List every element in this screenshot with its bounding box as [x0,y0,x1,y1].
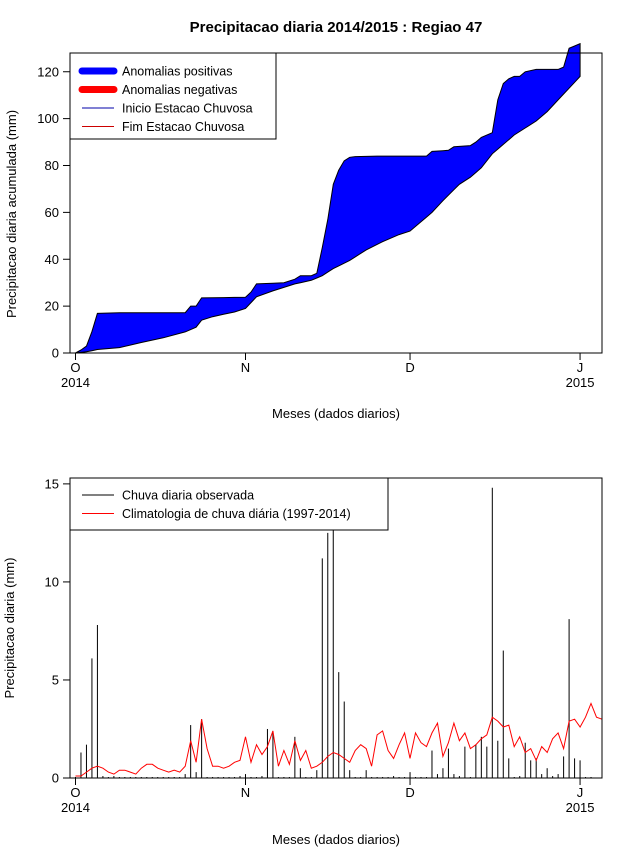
daily-x-axis-label: Meses (dados diarios) [272,832,400,847]
cumulative-legend: Anomalias positivas Anomalias negativas In… [69,52,277,140]
positive-anomaly-area [75,42,581,354]
x-tick-label: O [70,360,80,375]
x-tick-label: N [241,785,250,800]
cumulative-legend-box [69,52,277,140]
x-tick-year: 2015 [566,800,595,815]
climatology-line [75,702,603,777]
daily-y-axis-label: Precipitacao diaria (mm) [2,558,17,699]
chart-title: Precipitacao diaria 2014/2015 : Regiao 4… [190,19,483,36]
cumulative-plot-border [69,52,603,354]
daily-plot-area [74,487,603,778]
legend-label: Inicio Estacao Chuvosa [122,102,253,116]
y-tick-label: 0 [52,346,59,361]
x-tick-label: J [577,360,584,375]
y-tick-label: 15 [45,476,59,491]
y-tick-label: 60 [45,205,59,220]
legend-label: Anomalias negativas [122,83,237,97]
x-tick-label: J [577,785,584,800]
y-tick-label: 40 [45,252,59,267]
legend-label: Anomalias positivas [122,65,232,79]
legend-label: Climatologia de chuva diária (1997-2014) [122,507,351,521]
legend-label: Chuva diaria observada [122,489,254,503]
daily-legend: Chuva diaria observada Climatologia de ch… [69,477,389,531]
x-tick-year: 2014 [61,375,90,390]
x-tick-year: 2014 [61,800,90,815]
x-tick-label: D [405,785,414,800]
daily-y-axis: 0 5 10 15 [45,476,70,786]
x-tick-label: D [405,360,414,375]
y-tick-label: 20 [45,299,59,314]
cumulative-x-axis-label: Meses (dados diarios) [272,406,400,421]
y-tick-label: 0 [52,771,59,786]
x-tick-year: 2015 [566,375,595,390]
x-tick-label: N [241,360,250,375]
cumulative-y-axis-label: Precipitacao diaria acumulada (mm) [4,110,19,318]
x-tick-label: O [70,785,80,800]
legend-label: Fim Estacao Chuvosa [122,120,244,134]
y-tick-label: 120 [37,64,59,79]
y-tick-label: 80 [45,158,59,173]
y-tick-label: 5 [52,672,59,687]
cumulative-plot-area [75,42,581,354]
y-tick-label: 10 [45,574,59,589]
cumulative-y-axis: 0 20 40 60 80 100 120 [37,64,70,361]
y-tick-label: 100 [37,111,59,126]
daily-legend-box [69,477,389,531]
